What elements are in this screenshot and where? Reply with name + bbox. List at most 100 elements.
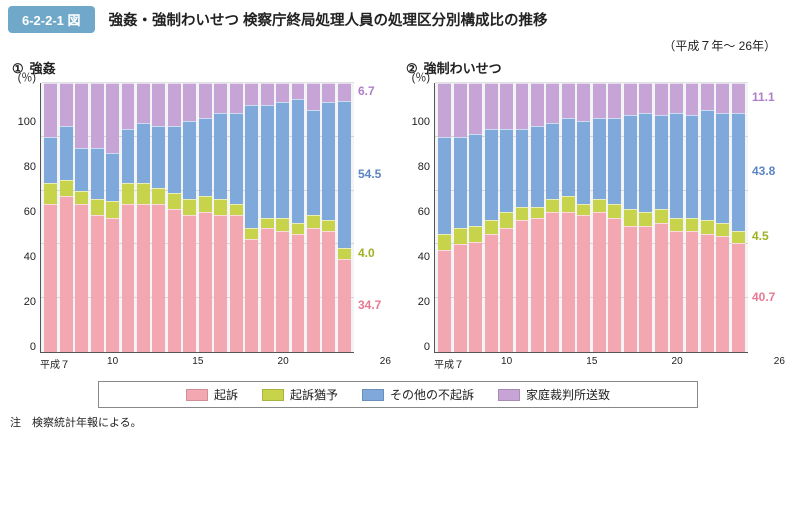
- bar-segment: [292, 234, 305, 352]
- x-tick: [566, 356, 583, 371]
- legend: 起訴起訴猶予その他の不起訴家庭裁判所送致: [98, 381, 698, 408]
- x-tick: [360, 356, 377, 371]
- bar-segment: [122, 204, 135, 352]
- bar-segment: [608, 83, 621, 118]
- stacked-bar: [701, 83, 714, 352]
- bar-segment: [106, 83, 119, 153]
- stacked-bar: [322, 83, 335, 352]
- bar-segment: [624, 226, 637, 352]
- bar-segment: [60, 180, 73, 196]
- legend-swatch: [262, 389, 284, 401]
- x-tick: 15: [189, 356, 206, 371]
- bar-segment: [137, 204, 150, 352]
- x-tick: [292, 356, 309, 371]
- figure-badge: 6-2-2-1 図: [8, 6, 95, 33]
- bar-segment: [438, 234, 451, 250]
- stacked-bar: [91, 83, 104, 352]
- stacked-bar: [438, 83, 451, 352]
- bar-segment: [562, 118, 575, 196]
- legend-item: 起訴猶予: [262, 386, 338, 403]
- bar-segment: [168, 209, 181, 352]
- x-tick: 20: [275, 356, 292, 371]
- x-tick: [326, 356, 343, 371]
- bar-segment: [655, 223, 668, 352]
- stacked-bar: [655, 83, 668, 352]
- y-tick: 20: [24, 296, 36, 308]
- bar-segment: [60, 126, 73, 180]
- x-tick: 平成７: [434, 356, 464, 371]
- bar-segment: [485, 234, 498, 352]
- x-tick: [258, 356, 275, 371]
- bar-segment: [686, 83, 699, 115]
- x-tick: [343, 356, 360, 371]
- bar-segment: [732, 113, 745, 231]
- bar-segment: [485, 83, 498, 129]
- y-tick: 40: [418, 251, 430, 263]
- x-tick: [515, 356, 532, 371]
- x-tick: [70, 356, 87, 371]
- bar-segment: [562, 212, 575, 352]
- bar-segment: [655, 115, 668, 209]
- y-tick: 0: [424, 341, 430, 353]
- bar-segment: [686, 115, 699, 217]
- bar-segment: [500, 212, 513, 228]
- bar-segment: [639, 113, 652, 213]
- stacked-bar: [214, 83, 227, 352]
- bar-segment: [214, 83, 227, 113]
- bar-segment: [322, 220, 335, 231]
- stacked-bar: [183, 83, 196, 352]
- x-tick: [172, 356, 189, 371]
- stacked-bar: [106, 83, 119, 352]
- bar-segment: [261, 105, 274, 218]
- bar-segment: [608, 204, 621, 217]
- panel-title: ②強制わいせつ: [406, 58, 788, 77]
- x-tick: [309, 356, 326, 371]
- bar-segment: [106, 153, 119, 201]
- bar-segment: [44, 137, 57, 183]
- stacked-bar: [593, 83, 606, 352]
- bar-segment: [137, 83, 150, 123]
- bar-segment: [122, 83, 135, 129]
- bar-segment: [183, 83, 196, 121]
- bar-segment: [60, 83, 73, 126]
- bar-segment: [732, 83, 745, 113]
- bar-segment: [199, 196, 212, 212]
- bar-segment: [322, 83, 335, 102]
- bar-segment: [500, 83, 513, 129]
- y-tick: 100: [18, 116, 36, 128]
- bar-segment: [469, 134, 482, 225]
- stacked-bar: [168, 83, 181, 352]
- stacked-bar: [454, 83, 467, 352]
- bar-segment: [577, 83, 590, 121]
- end-label: 34.7: [358, 299, 381, 311]
- stacked-bar: [624, 83, 637, 352]
- bar-segment: [701, 220, 714, 233]
- bar-segment: [562, 83, 575, 118]
- x-axis: 平成７10152026: [434, 356, 788, 371]
- x-tick: [652, 356, 669, 371]
- bar-segment: [106, 201, 119, 217]
- y-tick: 0: [30, 341, 36, 353]
- stacked-bar: [546, 83, 559, 352]
- x-tick: 10: [104, 356, 121, 371]
- year-range: （平成７年～ 26年）: [0, 37, 796, 54]
- bar-segment: [624, 209, 637, 225]
- stacked-bar: [44, 83, 57, 352]
- bar-segment: [44, 83, 57, 137]
- bar-segment: [261, 83, 274, 105]
- legend-swatch: [362, 389, 384, 401]
- bar-segment: [655, 83, 668, 115]
- stacked-bar: [230, 83, 243, 352]
- bar-segment: [183, 215, 196, 352]
- bar-segment: [716, 113, 729, 223]
- bar-segment: [276, 218, 289, 231]
- end-label: 54.5: [358, 168, 381, 180]
- x-tick: [720, 356, 737, 371]
- bar-segment: [214, 113, 227, 199]
- bar-segment: [593, 212, 606, 352]
- bar-segment: [716, 83, 729, 113]
- bar-segment: [469, 83, 482, 134]
- bar-segment: [469, 226, 482, 242]
- bar-segment: [546, 83, 559, 123]
- end-value-labels: 11.143.84.540.7: [748, 83, 788, 353]
